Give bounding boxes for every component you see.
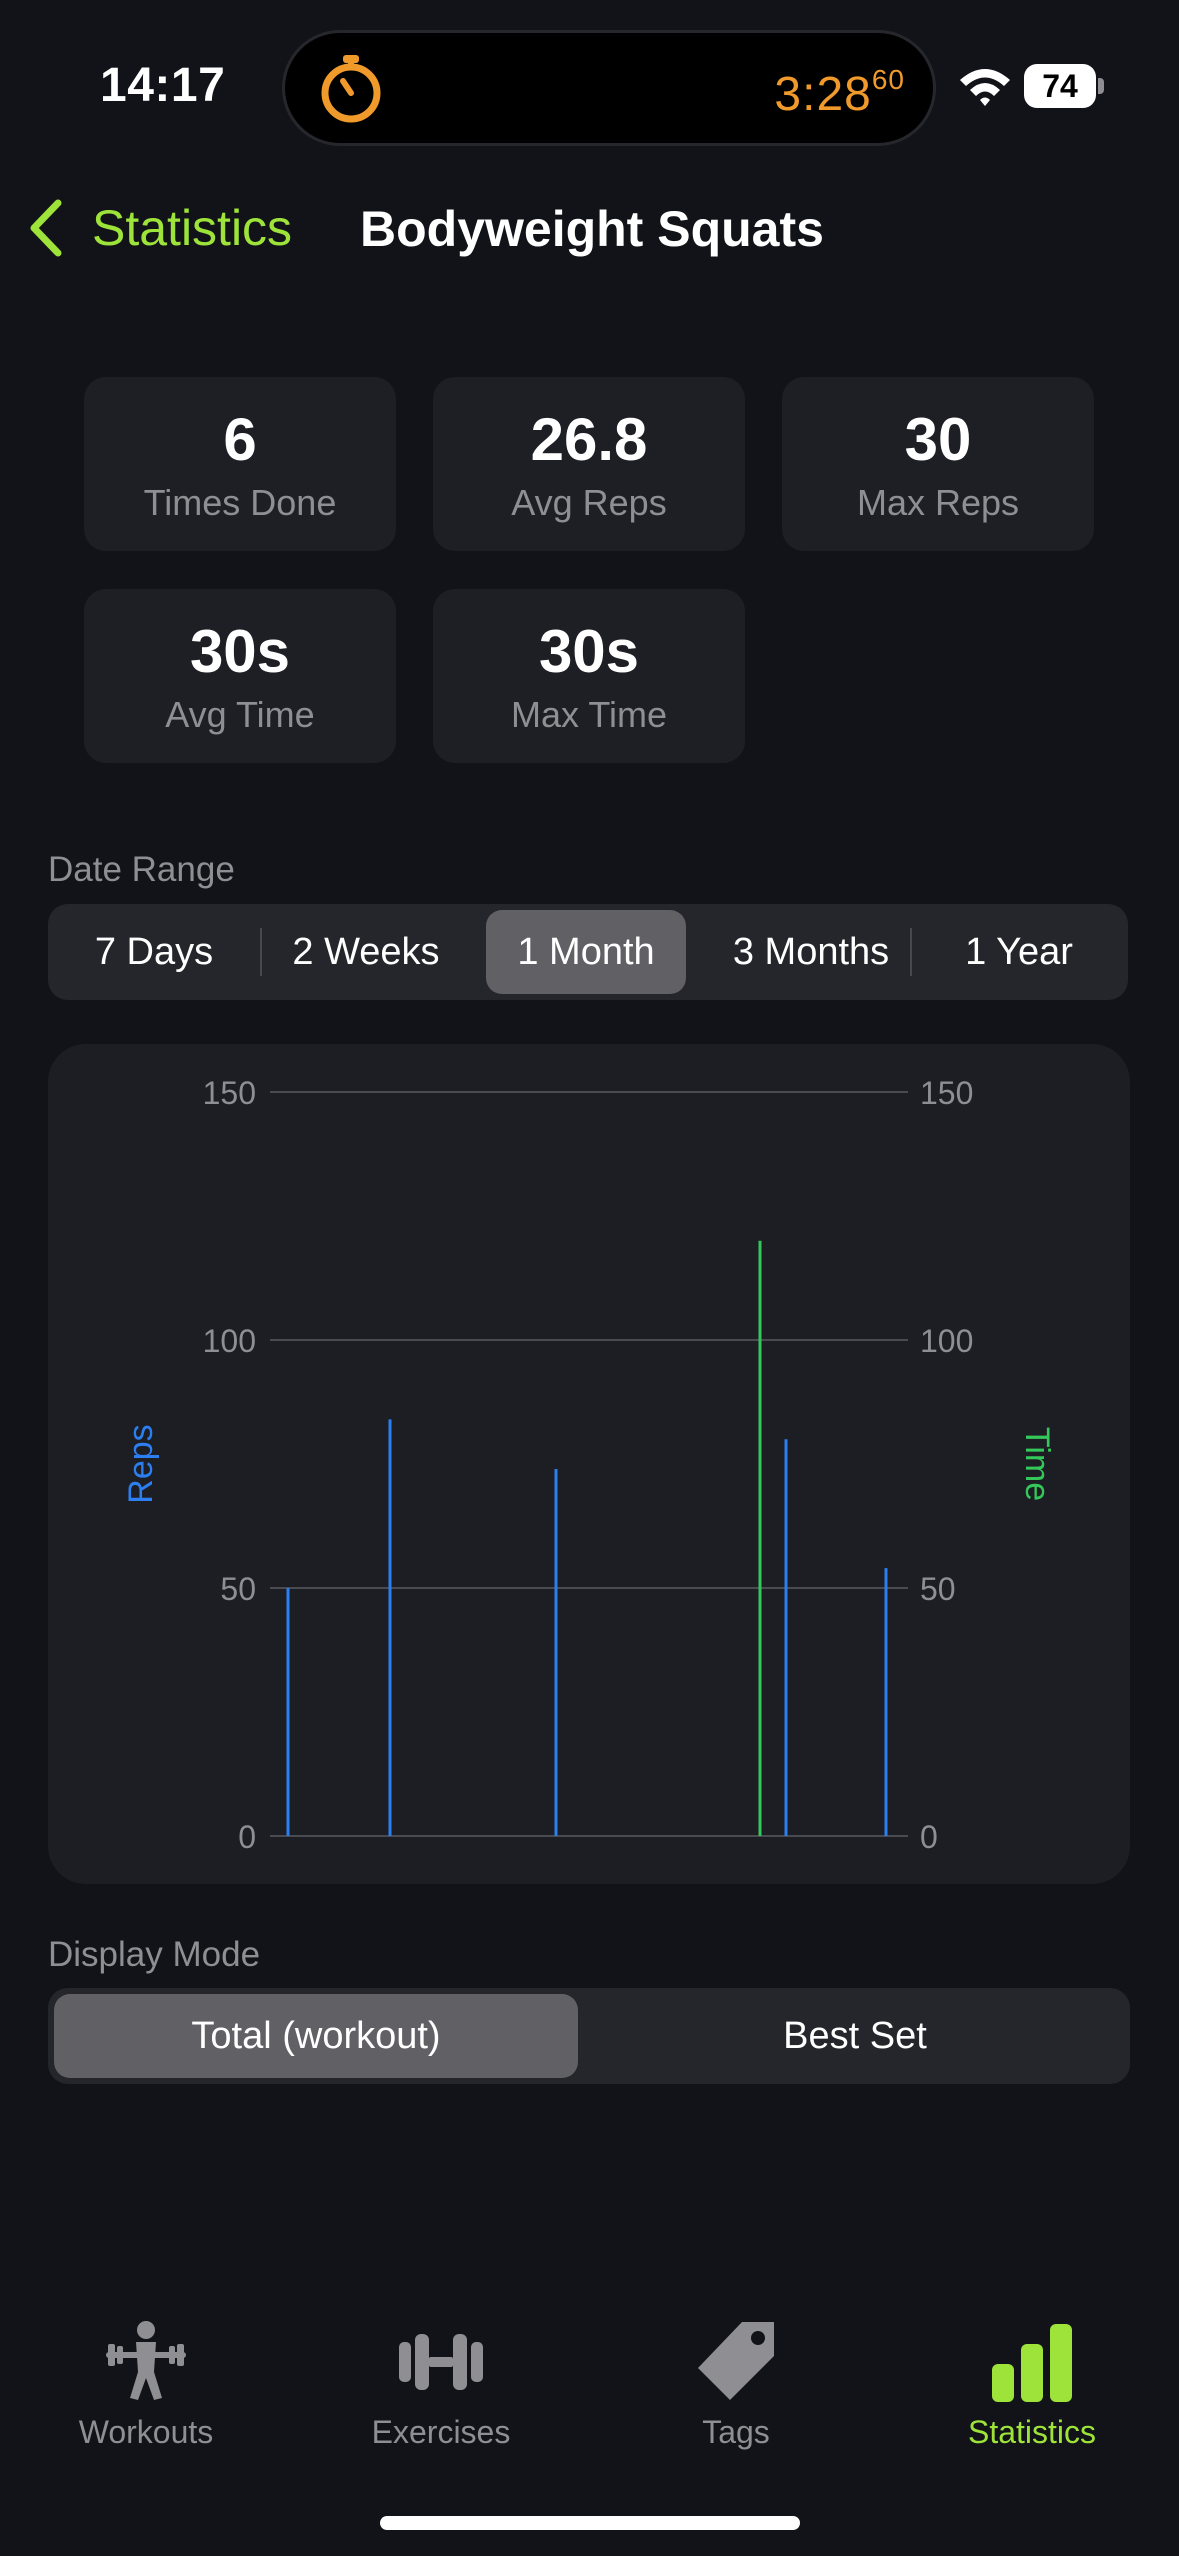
stat-label: Times Done [143, 482, 337, 523]
tag-icon [698, 2322, 774, 2400]
tab-label: Tags [702, 2414, 770, 2450]
y2-tick-label: 100 [920, 1323, 973, 1359]
wifi-icon [960, 69, 1010, 106]
stat-label: Max Reps [856, 482, 1020, 523]
y2-axis-label: Time [1018, 1427, 1056, 1501]
dumbbell-icon [399, 2334, 483, 2390]
dynamic-island[interactable]: 3:2860 [282, 30, 936, 146]
stat-label: Max Time [510, 694, 668, 735]
stat-card-avg-reps: 26.8 Avg Reps [433, 377, 745, 551]
stat-value: 26.8 [530, 406, 648, 473]
date-range-option-3-months[interactable]: 3 Months [732, 931, 890, 973]
y-tick-label: 100 [203, 1323, 256, 1359]
tab-statistics[interactable]: Statistics [902, 2316, 1162, 2451]
stat-card-times-done: 6 Times Done [84, 377, 396, 551]
stat-value: 30 [904, 406, 972, 473]
y-tick-label: 150 [203, 1075, 256, 1111]
date-range-option-2-weeks[interactable]: 2 Weeks [292, 931, 440, 973]
stat-value: 30s [538, 618, 640, 685]
stat-card-avg-time: 30s Avg Time [84, 589, 396, 763]
date-range-option-1-year[interactable]: 1 Year [965, 931, 1073, 973]
stat-value: 30s [189, 618, 291, 685]
y2-tick-label: 0 [920, 1819, 938, 1855]
date-range-option-7-days[interactable]: 7 Days [94, 931, 214, 973]
display-mode-option-total[interactable]: Total (workout) [54, 1994, 578, 2078]
tab-exercises[interactable]: Exercises [311, 2316, 571, 2451]
tab-workouts[interactable]: Workouts [16, 2316, 276, 2451]
bar-chart-icon [992, 2324, 1072, 2402]
stopwatch-icon [321, 55, 381, 123]
tab-tags[interactable]: Tags [606, 2316, 866, 2451]
page-title: Bodyweight Squats [360, 201, 824, 257]
date-range-picker: 7 Days 2 Weeks 1 Month 3 Months 1 Year [48, 904, 1128, 1000]
date-range-option-1-month[interactable]: 1 Month [486, 910, 686, 994]
tab-label: Workouts [78, 2414, 214, 2450]
stat-card-max-time: 30s Max Time [433, 589, 745, 763]
back-button[interactable]: Statistics [26, 198, 292, 258]
y-axis-label: Reps [122, 1424, 160, 1503]
status-time: 14:17 [100, 59, 226, 112]
battery-indicator: 74 [1024, 64, 1104, 108]
back-label: Statistics [92, 200, 293, 256]
display-mode-label: Display Mode [48, 1935, 261, 1974]
display-mode-picker: Total (workout) Best Set [48, 1988, 1130, 2084]
weightlifter-icon [106, 2321, 186, 2400]
stat-card-max-reps: 30 Max Reps [782, 377, 1094, 551]
home-indicator [380, 2516, 800, 2530]
date-range-label: Date Range [48, 850, 235, 889]
tab-label: Statistics [967, 2414, 1097, 2450]
y2-tick-label: 150 [920, 1075, 973, 1111]
timer-readout: 3:2860 [774, 64, 905, 121]
y-tick-label: 0 [238, 1819, 256, 1855]
stat-value: 6 [223, 406, 257, 473]
chart-card: 0 0 50 50 100 100 150 150 Reps Time [48, 1044, 1130, 1884]
y2-tick-label: 50 [920, 1571, 956, 1607]
tab-label: Exercises [371, 2414, 511, 2450]
y-tick-label: 50 [220, 1571, 256, 1607]
reps-time-chart: 0 0 50 50 100 100 150 150 Reps Time [122, 1075, 1056, 1855]
display-mode-option-best-set[interactable]: Best Set [783, 2015, 927, 2057]
stat-label: Avg Time [165, 694, 315, 735]
stat-label: Avg Reps [511, 482, 667, 523]
chevron-left-icon [30, 199, 62, 257]
